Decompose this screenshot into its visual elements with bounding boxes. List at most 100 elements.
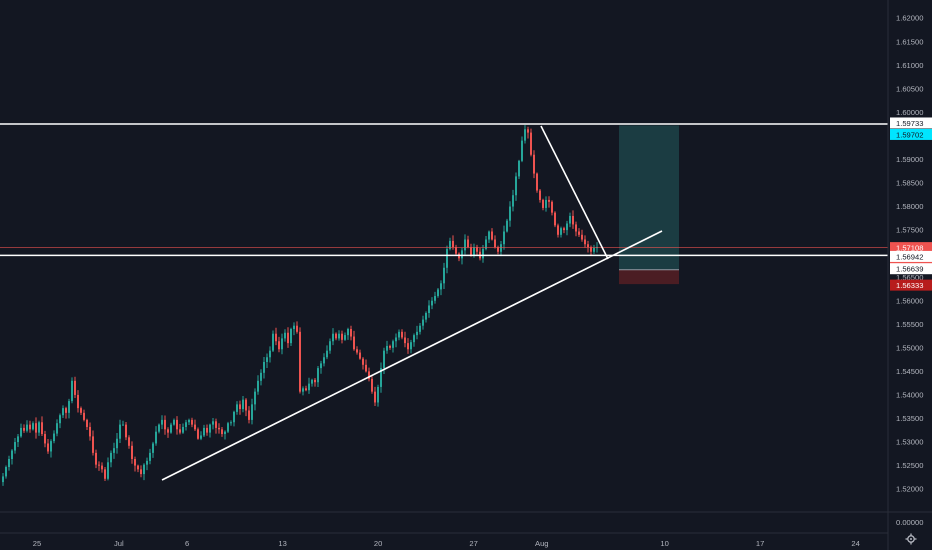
time-tick-label: 17	[756, 539, 764, 548]
candle-body	[143, 464, 145, 475]
candle-body	[134, 458, 136, 466]
candle-body	[515, 176, 517, 196]
sub-pane-tick-label: 0.00000	[896, 518, 923, 527]
candle-body	[248, 410, 250, 420]
candle-body	[572, 215, 574, 225]
price-tick-label: 1.54000	[896, 391, 923, 400]
candle-body	[35, 423, 37, 433]
candle-body	[44, 434, 46, 444]
candle-body	[86, 419, 88, 427]
candle-body	[575, 224, 577, 232]
candle-body	[284, 332, 286, 339]
candle-body	[539, 190, 541, 200]
gear-icon	[905, 533, 917, 545]
descending-trendline[interactable]	[540, 125, 609, 260]
candle-body	[590, 247, 592, 252]
candle-body	[296, 325, 298, 332]
candle-body	[554, 212, 556, 226]
candle-body	[179, 429, 181, 433]
price-tick-label: 1.52000	[896, 485, 923, 494]
candle-body	[383, 350, 385, 369]
price-tick-label: 1.59000	[896, 155, 923, 164]
candle-body	[485, 239, 487, 249]
candle-body	[425, 312, 427, 320]
candle-body	[431, 300, 433, 306]
candle-body	[563, 228, 565, 231]
candle-body	[83, 412, 85, 420]
candle-body	[350, 329, 352, 337]
candle-body	[32, 423, 34, 430]
candle-body	[353, 336, 355, 350]
time-tick-label: 13	[278, 539, 286, 548]
candle-series	[2, 125, 598, 486]
candle-body	[254, 391, 256, 405]
candle-body	[491, 231, 493, 240]
price-tick-label: 1.58500	[896, 179, 923, 188]
candle-body	[356, 349, 358, 353]
candle-body	[8, 458, 10, 468]
candle-body	[410, 342, 412, 350]
price-tick-label: 1.60000	[896, 108, 923, 117]
candle-body	[344, 335, 346, 340]
candle-body	[299, 331, 301, 392]
candle-body	[530, 132, 532, 155]
candle-body	[68, 401, 70, 413]
candle-body	[557, 225, 559, 235]
candle-body	[257, 380, 259, 392]
candle-body	[455, 247, 457, 254]
candle-body	[137, 465, 139, 470]
candle-body	[509, 206, 511, 221]
price-tick-label: 1.54500	[896, 367, 923, 376]
candle-body	[242, 399, 244, 410]
candle-body	[203, 427, 205, 436]
settings-button[interactable]	[890, 528, 932, 550]
candle-body	[494, 239, 496, 248]
candle-body	[155, 431, 157, 444]
candle-body	[377, 386, 379, 403]
candle-body	[173, 419, 175, 425]
candle-body	[251, 404, 253, 420]
candle-body	[14, 442, 16, 451]
candle-body	[362, 358, 364, 365]
candle-body	[374, 391, 376, 403]
candle-body	[314, 379, 316, 383]
candle-body	[527, 129, 529, 133]
candle-body	[518, 160, 520, 177]
candle-body	[149, 452, 151, 461]
candle-body	[26, 424, 28, 431]
candle-body	[17, 436, 19, 443]
drawing-layer[interactable]	[0, 123, 888, 481]
stop-zone[interactable]	[619, 269, 679, 285]
target-zone[interactable]	[619, 125, 679, 270]
price-tick-label: 1.55000	[896, 343, 923, 352]
candle-body	[497, 247, 499, 252]
candle-body	[341, 333, 343, 340]
candle-body	[446, 248, 448, 268]
candle-body	[41, 422, 43, 435]
candle-body	[74, 380, 76, 395]
candle-body	[50, 441, 52, 452]
candle-body	[38, 422, 40, 433]
candle-body	[260, 372, 262, 381]
candle-body	[104, 469, 106, 479]
candle-body	[428, 305, 430, 313]
time-tick-label: 6	[185, 539, 189, 548]
candle-body	[482, 248, 484, 259]
candle-body	[200, 435, 202, 439]
candle-body	[368, 371, 370, 379]
candle-body	[158, 424, 160, 432]
candle-body	[551, 201, 553, 213]
ascending-trendline[interactable]	[161, 230, 663, 481]
time-axis[interactable]: 25 Jul 6 13 20 27 Aug 10 17 24	[0, 532, 888, 548]
candle-body	[272, 333, 274, 351]
candle-body	[221, 429, 223, 435]
candle-body	[152, 443, 154, 453]
candle-body	[239, 404, 241, 410]
candle-body	[185, 422, 187, 427]
candle-body	[107, 462, 109, 479]
candle-body	[380, 368, 382, 387]
candle-body	[386, 345, 388, 351]
candle-body	[2, 476, 4, 483]
